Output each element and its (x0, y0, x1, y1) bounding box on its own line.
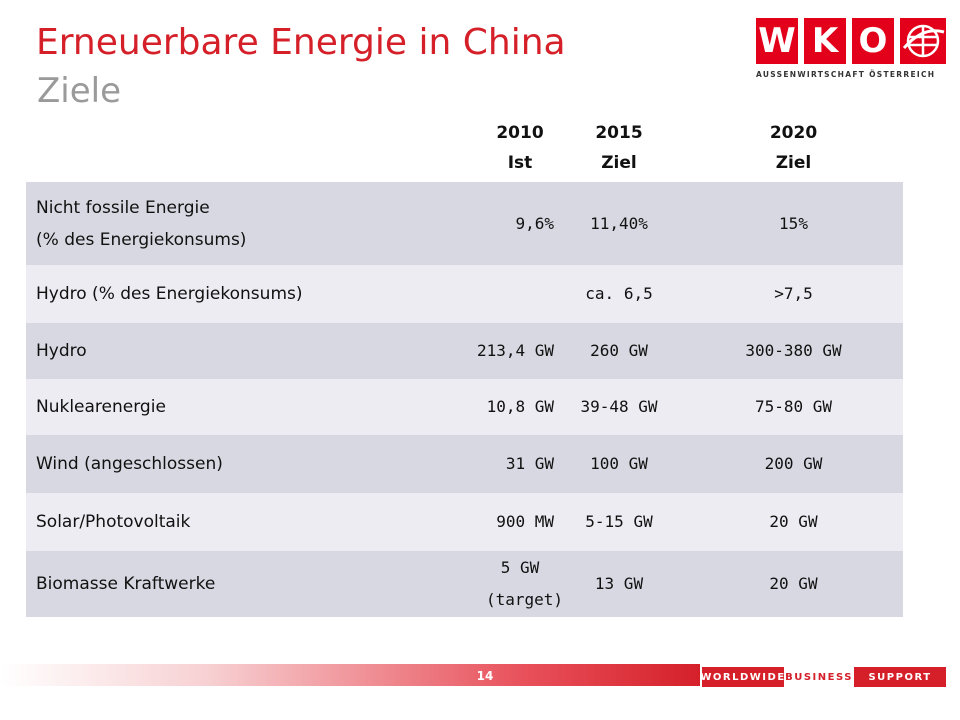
row-label: Nicht fossile Energie (% des Energiekons… (26, 192, 426, 256)
footer-support: SUPPORT (854, 667, 946, 687)
table-row: Hydro (% des Energiekonsums) ca. 6,5 >7,… (26, 265, 903, 323)
value-2020: 15% (779, 213, 808, 233)
value-2020: 300-380 GW (745, 341, 842, 360)
header-2015-label: Ziel (601, 153, 637, 173)
header-2010-year: 2010 (496, 123, 544, 143)
logo-letter-k: K (804, 18, 846, 64)
table-row: Wind (angeschlossen) 31 GW 100 GW 200 GW (26, 435, 903, 493)
value-2010-line1: 5 GW (500, 558, 540, 577)
value-2015: ca. 6,5 (585, 284, 653, 303)
wko-logo: W K O AUSSENWIRTSCHAFT ÖSTERREICH (756, 18, 946, 88)
slide-title: Erneuerbare Energie in China (36, 22, 566, 63)
footer-business: BUSINESS (785, 667, 852, 687)
footer-gradient-bar (0, 664, 700, 686)
value-2010: 31 GW (505, 454, 554, 473)
value-2015: 39-48 GW (580, 397, 658, 416)
page-number: 14 (476, 669, 494, 683)
value-2015: 100 GW (590, 454, 648, 473)
table-row: Hydro 213,4 GW 260 GW 300-380 GW (26, 323, 903, 379)
row-label: Solar/Photovoltaik (36, 512, 191, 532)
value-2010-line2: (target) (486, 590, 564, 609)
row-label: Hydro (36, 341, 87, 361)
value-2015: 5-15 GW (585, 512, 653, 531)
table-header-row: 2010 Ist 2015 Ziel 2020 Ziel (26, 116, 903, 182)
header-2020-year: 2020 (769, 123, 818, 143)
logo-letter-w: W (756, 18, 798, 64)
slide-subtitle: Ziele (37, 71, 122, 111)
value-2010: 900 MW (496, 512, 554, 531)
header-2015-year: 2015 (595, 123, 643, 143)
value-2020: >7,5 (774, 284, 813, 303)
table-row: Nuklearenergie 10,8 GW 39-48 GW 75-80 GW (26, 379, 903, 435)
table-row: Nicht fossile Energie (% des Energiekons… (26, 182, 903, 265)
value-2020: 75-80 GW (754, 397, 833, 416)
energy-targets-table: 2010 Ist 2015 Ziel 2020 Ziel Nicht fossi… (26, 116, 903, 617)
value-2010: 5 GW (target) (426, 552, 564, 616)
value-2020: 200 GW (764, 454, 823, 473)
value-2015: 11,40% (590, 213, 648, 233)
header-2020: 2020 Ziel (684, 116, 903, 182)
table-row: Solar/Photovoltaik 900 MW 5-15 GW 20 GW (26, 493, 903, 551)
header-2015: 2015 Ziel (554, 116, 684, 182)
value-2010: 9,6% (515, 213, 554, 233)
row-label: Biomasse Kraftwerke (36, 574, 216, 594)
value-2020: 20 GW (769, 574, 818, 593)
logo-tagline: AUSSENWIRTSCHAFT ÖSTERREICH (756, 70, 936, 79)
header-empty-cell (26, 116, 426, 182)
header-2010-label: Ist (507, 153, 533, 173)
header-2020-label: Ziel (775, 153, 812, 173)
row-label: Wind (angeschlossen) (36, 454, 223, 474)
row-label: Nuklearenergie (36, 397, 166, 417)
globe-icon (900, 18, 946, 64)
value-2015: 13 GW (594, 574, 644, 593)
header-2010: 2010 Ist (426, 116, 554, 182)
row-label-line2: (% des Energiekonsums) (36, 229, 247, 250)
row-label: Hydro (% des Energiekonsums) (36, 284, 303, 304)
table-row: Biomasse Kraftwerke 5 GW (target) 13 GW … (26, 551, 903, 617)
value-2015: 260 GW (590, 341, 648, 360)
value-2010: 213,4 GW (476, 341, 554, 360)
value-2020: 20 GW (769, 512, 818, 531)
logo-letter-o: O (852, 18, 894, 64)
footer-worldwide: WORLDWIDE (700, 667, 784, 687)
row-label-line1: Nicht fossile Energie (36, 197, 210, 218)
value-2010: 10,8 GW (486, 397, 554, 416)
